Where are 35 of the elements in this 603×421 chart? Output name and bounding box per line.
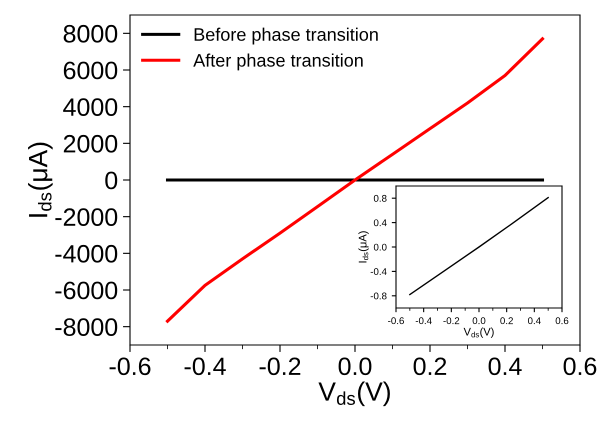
y-tick-label: -0.4 bbox=[370, 268, 387, 276]
y-tick-label: 0.0 bbox=[374, 244, 387, 251]
x-axis-title: V$_{ds}$(V) bbox=[318, 382, 390, 406]
y-tick-label: 8000 bbox=[64, 24, 118, 43]
x-tick-label: -0.4 bbox=[416, 317, 432, 324]
legend-label: After phase transition bbox=[193, 54, 363, 70]
x-tick-label: -0.6 bbox=[388, 317, 404, 324]
y-tick-label: 0.4 bbox=[374, 219, 387, 226]
y-tick-label: 4000 bbox=[63, 98, 118, 116]
y-axis-title: I$_{ds}$(μA) bbox=[28, 142, 53, 217]
y-tick-label: 0.8 bbox=[374, 194, 387, 202]
x-tick-label: 0.2 bbox=[414, 357, 446, 376]
x-tick-label: 0.2 bbox=[500, 317, 513, 324]
x-tick-label: 0.0 bbox=[472, 317, 486, 324]
x-tick-label: 0.4 bbox=[528, 317, 541, 324]
x-tick-label: -0.6 bbox=[110, 357, 150, 376]
x-tick-label: 0.6 bbox=[556, 317, 568, 324]
y-axis-title: I$_{ds}$(μA) bbox=[358, 231, 369, 262]
y-tick-label: 6000 bbox=[64, 62, 118, 80]
x-axis-title: V$_{ds}$(V) bbox=[464, 327, 494, 338]
y-tick-label: 0 bbox=[105, 172, 118, 190]
line-series bbox=[409, 196, 549, 296]
x-tick-label: -0.2 bbox=[443, 317, 460, 324]
legend-label: Before phase transition bbox=[194, 28, 378, 44]
x-tick-label: 0.0 bbox=[338, 357, 372, 376]
y-tick-label: -4000 bbox=[55, 244, 118, 263]
x-tick-label: -0.4 bbox=[184, 357, 226, 376]
y-tick-label: -6000 bbox=[55, 282, 118, 300]
x-tick-label: 0.4 bbox=[488, 357, 522, 376]
y-tick-label: -2000 bbox=[55, 208, 118, 226]
y-tick-label: -0.8 bbox=[370, 292, 387, 300]
y-tick-label: 2000 bbox=[64, 134, 118, 153]
x-tick-label: 0.6 bbox=[564, 357, 596, 376]
x-tick-label: -0.2 bbox=[260, 357, 300, 376]
y-tick-label: -8000 bbox=[55, 318, 118, 336]
